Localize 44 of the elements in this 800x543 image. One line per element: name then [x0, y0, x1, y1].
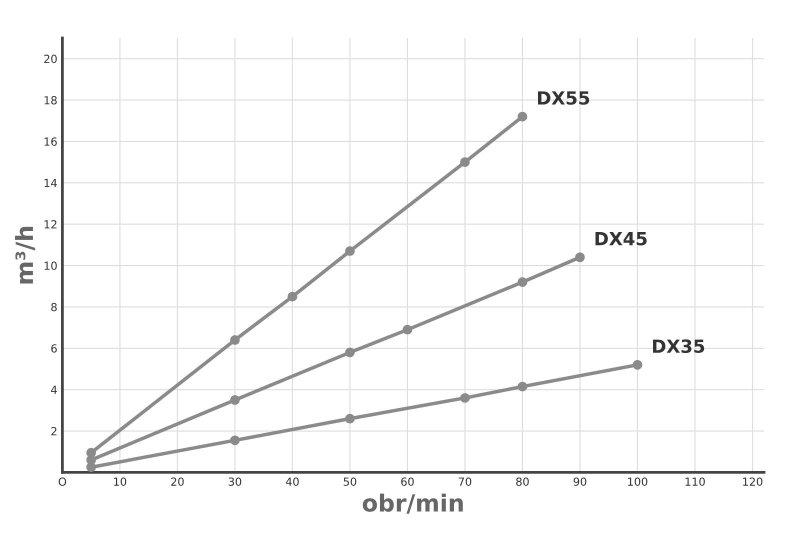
point: [518, 382, 528, 392]
series-label: DX45: [596, 232, 647, 246]
x-tick-label: 30: [228, 477, 242, 486]
point: [518, 277, 528, 287]
y-tick-label: 8: [51, 302, 57, 312]
point: [460, 157, 470, 167]
y-tick-label: 14: [44, 178, 57, 188]
y-tick-label: 20: [44, 54, 57, 64]
point: [575, 252, 585, 262]
x-tick-label: 60: [401, 477, 414, 486]
y-tick-label: 2: [51, 427, 56, 436]
x-tick-label: 10: [114, 477, 126, 486]
y-tick-label: 16: [44, 137, 57, 146]
point: [345, 348, 355, 358]
x-tick-label: 80: [516, 477, 529, 486]
x-tick-label: 110: [686, 477, 705, 486]
y-tick-label: 6: [51, 344, 57, 353]
point: [402, 324, 412, 335]
point: [345, 414, 355, 424]
x-tick-label: 50: [344, 477, 356, 486]
point: [86, 462, 96, 472]
point: [460, 393, 470, 403]
point: [518, 112, 528, 122]
point: [345, 246, 355, 256]
x-tick-label: 120: [743, 477, 762, 486]
point: [230, 395, 240, 405]
y-tick-label: 18: [44, 96, 57, 104]
x-tick-label: 90: [574, 477, 586, 486]
y-axis-title: m³/h: [14, 226, 36, 284]
point: [230, 335, 240, 345]
point: [632, 360, 642, 370]
x-tick-label: 20: [171, 477, 184, 486]
point: [288, 292, 298, 302]
x-tick-label: 40: [286, 477, 299, 486]
x-axis-title: obr/min: [362, 494, 463, 514]
series-label: DX55: [538, 91, 590, 105]
x-tick-label: O: [58, 477, 66, 486]
y-tick-label: 10: [44, 262, 57, 270]
series-label: DX35: [653, 339, 704, 354]
y-tick-label: 12: [44, 220, 56, 228]
point: [230, 435, 240, 446]
x-tick-label: 100: [628, 477, 648, 486]
x-tick-label: 70: [458, 477, 472, 486]
y-tick-label: 4: [51, 386, 57, 394]
